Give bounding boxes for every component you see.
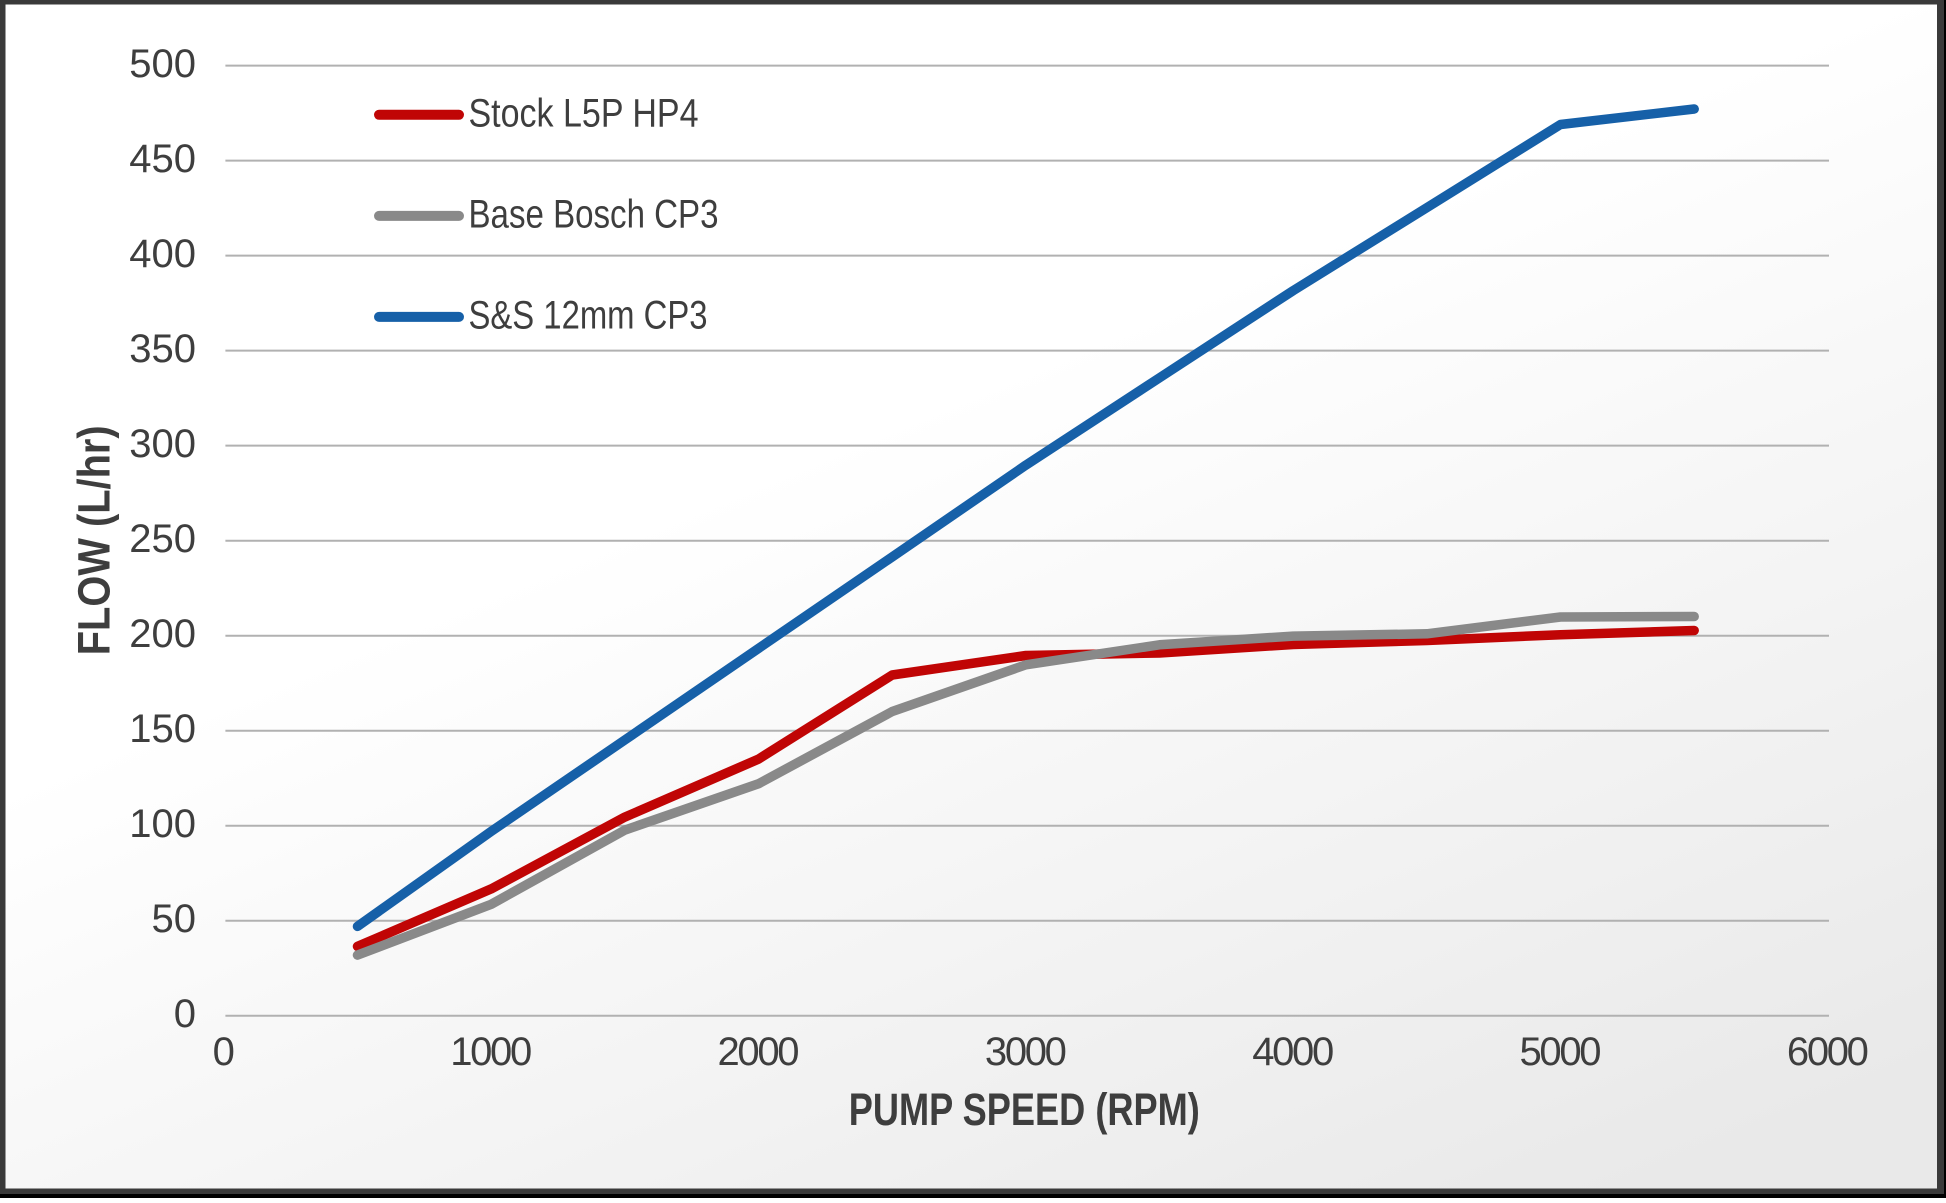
svg-text:250: 250 bbox=[129, 517, 196, 561]
svg-text:3000: 3000 bbox=[985, 1030, 1067, 1074]
svg-text:5000: 5000 bbox=[1520, 1030, 1602, 1074]
svg-text:500: 500 bbox=[129, 42, 196, 86]
svg-text:300: 300 bbox=[129, 422, 196, 466]
svg-text:2000: 2000 bbox=[718, 1030, 800, 1074]
svg-text:0: 0 bbox=[213, 1030, 235, 1074]
svg-text:Stock L5P HP4: Stock L5P HP4 bbox=[469, 92, 699, 136]
svg-text:0: 0 bbox=[174, 992, 196, 1036]
svg-text:150: 150 bbox=[129, 707, 196, 751]
svg-text:FLOW (L/hr): FLOW (L/hr) bbox=[68, 425, 119, 655]
svg-text:6000: 6000 bbox=[1787, 1030, 1869, 1074]
svg-text:4000: 4000 bbox=[1252, 1030, 1334, 1074]
svg-text:S&S 12mm CP3: S&S 12mm CP3 bbox=[469, 294, 708, 338]
svg-text:Base Bosch CP3: Base Bosch CP3 bbox=[469, 193, 719, 237]
svg-text:450: 450 bbox=[129, 137, 196, 181]
svg-text:400: 400 bbox=[129, 232, 196, 276]
svg-text:350: 350 bbox=[129, 327, 196, 371]
svg-text:1000: 1000 bbox=[450, 1030, 532, 1074]
svg-text:PUMP SPEED (RPM): PUMP SPEED (RPM) bbox=[849, 1084, 1200, 1135]
svg-text:50: 50 bbox=[152, 897, 197, 941]
svg-text:100: 100 bbox=[129, 802, 196, 846]
svg-text:200: 200 bbox=[129, 612, 196, 656]
